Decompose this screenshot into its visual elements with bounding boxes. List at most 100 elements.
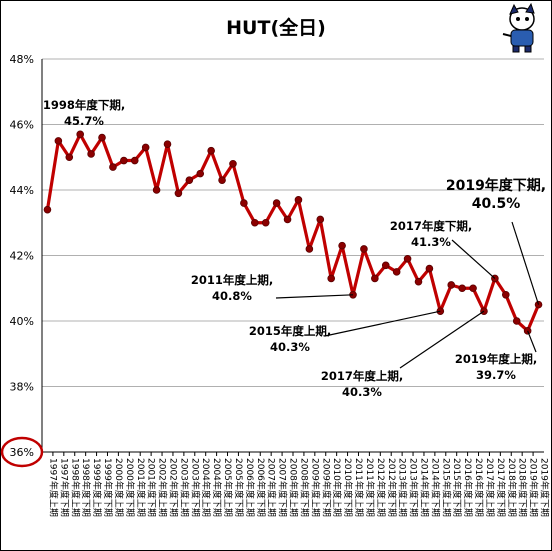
y-tick-label: 40% [10,315,34,328]
data-point [425,264,434,273]
data-point [251,218,259,227]
annotation-leader [324,310,441,337]
x-tick-label: 2015年度上期 [440,458,452,517]
data-point [316,215,325,224]
data-point [502,290,510,299]
data-point [43,205,52,214]
highlight-ellipse-shape [0,436,44,468]
x-tick-label: 2004年度上期 [200,458,212,517]
annotation-label: 2017年度上期, [321,369,403,383]
x-tick-label: 2019年度下期 [539,458,551,517]
mascot-ear [509,3,519,15]
data-point [458,284,466,293]
x-tick-label: 1997年度上期 [47,458,59,517]
annotation-value: 41.3% [411,235,451,249]
data-point [523,327,532,335]
y-tick-label: 36% [10,446,34,459]
x-tick-label: 2014年度下期 [429,458,441,517]
x-tick-label: 2008年度下期 [298,458,310,517]
cartoon-mascot-icon [502,2,535,53]
x-tick-label: 2012年度上期 [375,458,387,517]
x-tick-label: 2011年度上期 [353,458,365,517]
x-axis-ticks: 1997年度上期 1997年度下期 1998年度上期 1998年度下期 1999年度上期… [41,452,551,517]
x-tick-label: 2005年度上期 [222,458,234,517]
x-tick-label: 2002年度上期 [157,458,169,517]
annotation-label: 2019年度下期, [446,177,546,194]
data-point [338,241,346,250]
x-tick-label: 2012年度下期 [386,458,398,517]
x-tick-label: 2009年度下期 [320,458,332,517]
annotation-value: 40.3% [342,385,382,399]
annotation-leader [511,221,540,305]
data-point [381,261,390,270]
x-tick-label: 2013年度下期 [408,458,420,517]
data-point [98,133,106,142]
x-tick-label: 2019年度上期 [528,458,540,517]
data-point [76,130,84,139]
x-tick-label: 2018年度下期 [517,458,529,517]
annotation-label: 2017年度下期, [390,219,472,233]
annotation-leader [451,239,496,279]
data-point [229,160,237,168]
x-tick-label: 2011年度下期 [364,458,376,517]
highlight-ellipse [0,436,44,468]
data-point [305,245,314,253]
mascot-eye [525,17,529,21]
x-tick-label: 2005年度下期 [233,458,245,517]
data-point [360,245,368,253]
annotation-label: 2011年度上期, [191,273,273,287]
mascot-eye [516,17,520,21]
x-tick-label: 2004年度下期 [211,458,223,517]
x-tick-label: 2002年度下期 [168,458,180,517]
data-point [414,277,423,286]
x-tick-label: 2000年度下期 [124,458,136,517]
annotation-label: 2015年度上期, [249,324,331,338]
annotation-label: 2019年度上期, [455,352,537,366]
annotation-value: 40.3% [270,340,310,354]
x-tick-label: 1998年度下期 [80,458,92,517]
series-path [45,132,541,333]
x-tick-label: 2001年度上期 [135,458,147,517]
x-tick-label: 2007年度下期 [277,458,289,517]
x-tick-label: 2017年度下期 [495,458,507,517]
data-point [196,169,205,178]
data-point [65,153,74,162]
data-point [87,150,95,158]
x-tick-label: 2014年度上期 [419,458,431,517]
x-tick-label: 2001年度下期 [146,458,158,517]
y-tick-label: 48% [10,53,34,66]
annotations: 1998年度下期, 45.7% 2011年度上期, 40.8% 2015年度上期, 40.… [43,98,546,399]
x-tick-label: 2016年度下期 [473,458,485,517]
data-point [152,186,161,194]
data-point [207,146,215,155]
data-point [447,281,456,289]
annotation-value: 39.7% [476,368,516,382]
x-tick-label: 1999年度下期 [102,458,114,517]
annotation-leader [527,330,537,353]
x-tick-label: 2009年度上期 [309,458,321,517]
x-tick-label: 2006年度上期 [244,458,256,517]
data-point [174,189,183,198]
x-tick-label: 2016年度上期 [462,458,474,517]
data-point [130,156,139,165]
data-point [403,254,412,263]
data-point [272,199,281,207]
annotation-leader [275,294,354,299]
data-point [240,199,248,207]
data-point [392,268,401,276]
data-point [163,140,172,148]
data-point [109,163,117,171]
data-point [371,274,379,283]
y-tick-label: 44% [10,184,34,197]
x-tick-label: 2017年度上期 [484,458,496,517]
data-point [327,274,335,283]
mascot-body [510,29,534,47]
x-tick-label: 2003年度上期 [178,458,190,517]
x-tick-label: 2013年度上期 [397,458,409,517]
data-point [54,137,63,145]
x-tick-label: 2018年度上期 [506,458,518,517]
y-tick-label: 46% [10,119,34,132]
x-tick-label: 2006年度下期 [255,458,267,517]
chart-title: HUT(全日) [226,16,326,39]
